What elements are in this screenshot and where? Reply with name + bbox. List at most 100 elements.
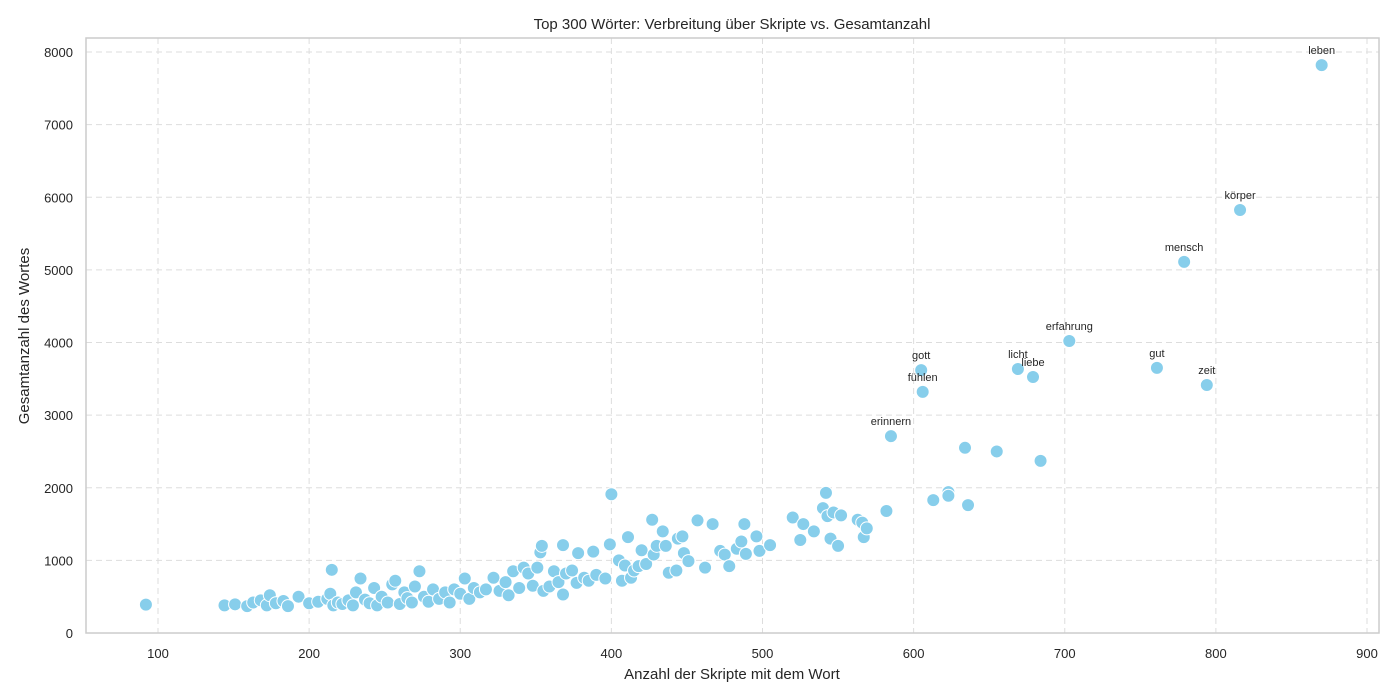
point-label: zeit <box>1198 365 1215 377</box>
data-point <box>879 503 894 518</box>
point-label: leben <box>1308 45 1335 57</box>
data-point <box>717 547 732 562</box>
data-point <box>859 521 874 536</box>
point-label: erinnern <box>871 416 911 428</box>
data-point <box>645 512 660 527</box>
y-tick-label: 5000 <box>44 263 73 278</box>
data-point-mensch <box>1177 254 1192 269</box>
data-point-zeit <box>1199 377 1214 392</box>
data-point <box>602 537 617 552</box>
point-label: fühlen <box>908 372 938 384</box>
data-point <box>280 599 295 614</box>
data-point <box>958 440 973 455</box>
x-tick-label: 400 <box>601 646 623 661</box>
data-point <box>681 554 696 569</box>
data-point-fühlen <box>915 384 930 399</box>
data-point <box>291 589 306 604</box>
data-point <box>556 587 571 602</box>
data-point <box>926 493 941 508</box>
y-tick-label: 3000 <box>44 408 73 423</box>
data-point <box>796 517 811 532</box>
data-point <box>989 444 1004 459</box>
data-point <box>690 513 705 528</box>
data-point <box>228 597 243 612</box>
x-tick-label: 500 <box>752 646 774 661</box>
data-point <box>763 538 778 553</box>
y-axis-title: Gesamtanzahl des Wortes <box>16 248 33 424</box>
x-tick-label: 200 <box>298 646 320 661</box>
data-point <box>501 588 516 603</box>
point-label: licht <box>1008 349 1028 361</box>
data-point-licht <box>1010 362 1025 377</box>
data-point <box>324 562 339 577</box>
data-point-erinnern <box>883 429 898 444</box>
data-point <box>407 579 422 594</box>
data-point <box>831 538 846 553</box>
data-point <box>620 530 635 545</box>
data-point <box>655 524 670 539</box>
data-points <box>138 58 1329 614</box>
data-point <box>412 564 427 579</box>
data-point <box>404 595 419 610</box>
data-point <box>738 546 753 561</box>
data-point <box>512 580 527 595</box>
data-point <box>658 538 673 553</box>
data-point <box>705 517 720 532</box>
data-point <box>634 543 649 558</box>
y-tick-label: 2000 <box>44 481 73 496</box>
data-point-gott <box>914 363 929 378</box>
y-tick-label: 7000 <box>44 118 73 133</box>
point-label: gut <box>1149 348 1164 360</box>
data-point <box>1033 453 1048 468</box>
data-point-leben <box>1314 58 1329 73</box>
point-label: gott <box>912 350 930 362</box>
y-axis-ticks: 0 1000 2000 3000 4000 5000 6000 7000 8000 <box>44 45 73 641</box>
point-label: körper <box>1224 190 1256 202</box>
data-point <box>737 517 752 532</box>
data-point-gut <box>1149 360 1164 375</box>
data-point <box>675 529 690 544</box>
x-tick-label: 100 <box>147 646 169 661</box>
data-point <box>793 533 808 548</box>
data-point <box>698 560 713 575</box>
y-tick-label: 0 <box>66 626 73 641</box>
data-point <box>752 543 767 558</box>
data-point <box>598 571 613 586</box>
point-label: erfahrung <box>1046 321 1093 333</box>
data-point <box>941 488 956 503</box>
data-point <box>834 508 849 523</box>
y-tick-label: 6000 <box>44 190 73 205</box>
data-point <box>353 571 368 586</box>
y-tick-label: 1000 <box>44 553 73 568</box>
data-point <box>785 510 800 525</box>
data-point <box>530 560 545 575</box>
data-point <box>388 573 403 588</box>
plot-frame <box>85 37 1380 634</box>
data-point <box>734 534 749 549</box>
data-point <box>722 559 737 574</box>
data-point-körper <box>1233 202 1248 217</box>
data-point <box>138 597 153 612</box>
data-point-erfahrung <box>1062 334 1077 349</box>
x-axis-title: Anzahl der Skripte mit dem Wort <box>624 666 840 683</box>
data-point <box>586 544 601 559</box>
data-point <box>571 546 586 561</box>
point-label: liebe <box>1021 357 1044 369</box>
x-tick-label: 600 <box>903 646 925 661</box>
data-point-liebe <box>1026 369 1041 384</box>
x-axis-ticks: 100 200 300 400 500 600 700 800 900 <box>147 646 1378 661</box>
y-tick-label: 8000 <box>44 45 73 60</box>
data-point <box>749 529 764 544</box>
data-point <box>534 538 549 553</box>
data-point <box>380 595 395 610</box>
point-label: mensch <box>1165 242 1204 254</box>
data-point <box>806 524 821 539</box>
y-tick-label: 4000 <box>44 336 73 351</box>
data-point <box>604 487 619 502</box>
data-point <box>486 570 501 585</box>
x-tick-label: 700 <box>1054 646 1076 661</box>
chart-title: Top 300 Wörter: Verbreitung über Skripte… <box>534 16 931 33</box>
data-point <box>961 498 976 513</box>
data-point <box>442 595 457 610</box>
